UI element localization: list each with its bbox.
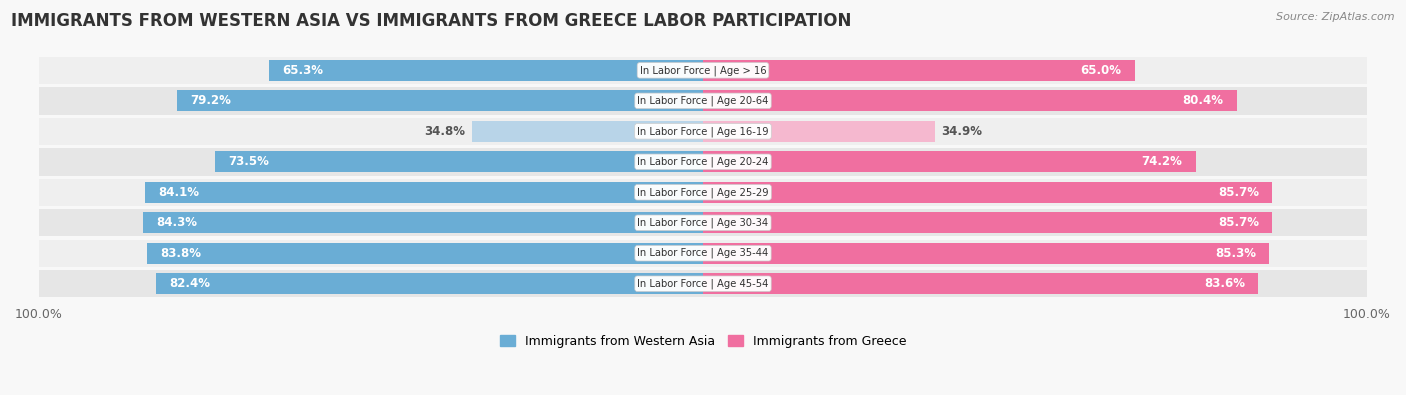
Bar xyxy=(703,273,1258,294)
Bar xyxy=(703,121,935,142)
Text: In Labor Force | Age 16-19: In Labor Force | Age 16-19 xyxy=(637,126,769,137)
Text: In Labor Force | Age > 16: In Labor Force | Age > 16 xyxy=(640,65,766,75)
Text: 65.3%: 65.3% xyxy=(283,64,323,77)
Text: IMMIGRANTS FROM WESTERN ASIA VS IMMIGRANTS FROM GREECE LABOR PARTICIPATION: IMMIGRANTS FROM WESTERN ASIA VS IMMIGRAN… xyxy=(11,12,852,30)
Bar xyxy=(39,148,1367,175)
Text: 84.1%: 84.1% xyxy=(157,186,198,199)
Bar xyxy=(270,60,703,81)
Text: 74.2%: 74.2% xyxy=(1142,155,1182,168)
Text: 83.6%: 83.6% xyxy=(1204,277,1244,290)
Bar xyxy=(703,213,1272,233)
Text: Source: ZipAtlas.com: Source: ZipAtlas.com xyxy=(1277,12,1395,22)
Bar xyxy=(703,151,1195,172)
Text: In Labor Force | Age 35-44: In Labor Force | Age 35-44 xyxy=(637,248,769,258)
Legend: Immigrants from Western Asia, Immigrants from Greece: Immigrants from Western Asia, Immigrants… xyxy=(495,330,911,353)
Text: In Labor Force | Age 45-54: In Labor Force | Age 45-54 xyxy=(637,278,769,289)
Bar xyxy=(145,182,703,203)
Text: In Labor Force | Age 30-34: In Labor Force | Age 30-34 xyxy=(637,218,769,228)
Bar xyxy=(39,118,1367,145)
Text: 65.0%: 65.0% xyxy=(1080,64,1122,77)
Bar xyxy=(39,87,1367,115)
Text: In Labor Force | Age 20-64: In Labor Force | Age 20-64 xyxy=(637,96,769,106)
Text: 85.7%: 85.7% xyxy=(1218,216,1258,229)
Bar xyxy=(215,151,703,172)
Bar xyxy=(703,243,1270,263)
Text: 84.3%: 84.3% xyxy=(156,216,197,229)
Bar xyxy=(39,239,1367,267)
Bar xyxy=(703,182,1272,203)
Text: 80.4%: 80.4% xyxy=(1182,94,1223,107)
Text: 85.3%: 85.3% xyxy=(1215,247,1256,260)
Text: 82.4%: 82.4% xyxy=(169,277,209,290)
Bar xyxy=(146,243,703,263)
Bar xyxy=(177,90,703,111)
Text: 79.2%: 79.2% xyxy=(190,94,231,107)
Bar xyxy=(39,56,1367,84)
Bar xyxy=(156,273,703,294)
Bar xyxy=(703,60,1135,81)
Bar xyxy=(703,90,1237,111)
Text: 73.5%: 73.5% xyxy=(228,155,269,168)
Text: 34.9%: 34.9% xyxy=(942,125,983,138)
Bar xyxy=(143,213,703,233)
Bar xyxy=(39,179,1367,206)
Text: 83.8%: 83.8% xyxy=(160,247,201,260)
Bar xyxy=(39,270,1367,297)
Text: 85.7%: 85.7% xyxy=(1218,186,1258,199)
Text: In Labor Force | Age 25-29: In Labor Force | Age 25-29 xyxy=(637,187,769,198)
Bar xyxy=(472,121,703,142)
Text: 34.8%: 34.8% xyxy=(425,125,465,138)
Text: In Labor Force | Age 20-24: In Labor Force | Age 20-24 xyxy=(637,156,769,167)
Bar xyxy=(39,209,1367,237)
